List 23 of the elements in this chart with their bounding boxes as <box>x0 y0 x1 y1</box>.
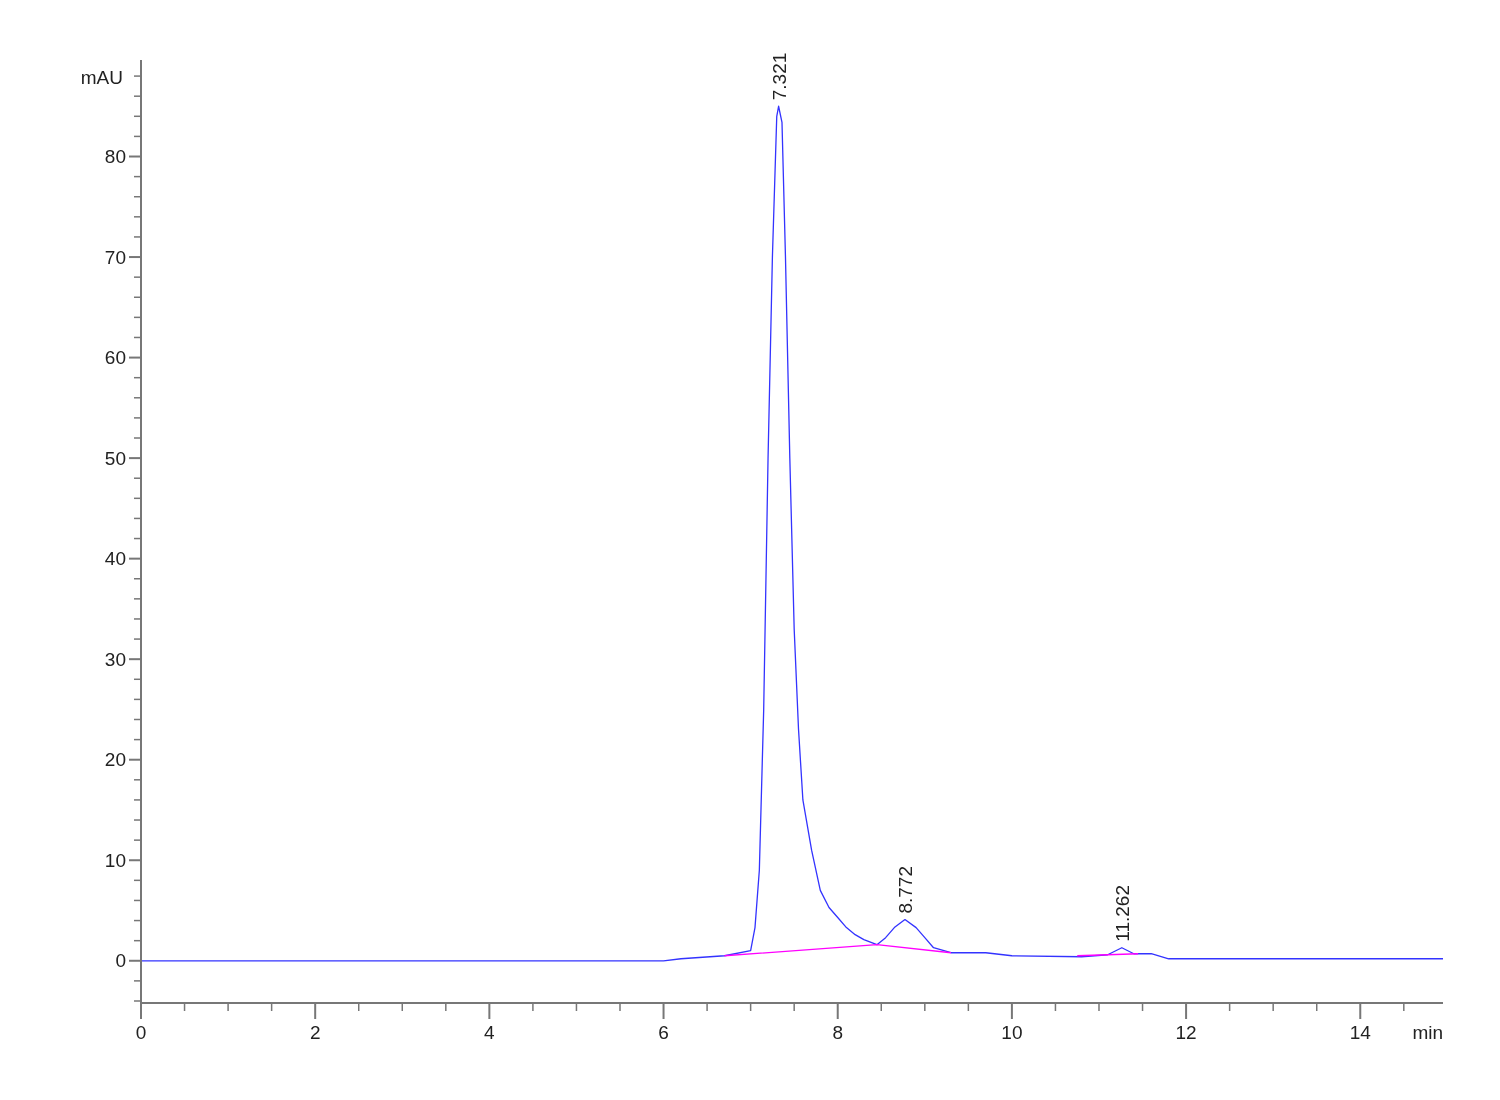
y-tick-label: 0 <box>115 950 126 972</box>
x-tick-label: 12 <box>1175 1022 1197 1043</box>
x-tick-label: 0 <box>135 1022 147 1043</box>
x-tick-label: 10 <box>1001 1022 1023 1043</box>
y-tick-label: 10 <box>104 849 126 871</box>
y-tick-label: 60 <box>104 347 126 369</box>
x-tick-label: 6 <box>658 1022 669 1043</box>
y-axis-title: mAU <box>80 66 123 88</box>
y-tick-label: 40 <box>104 548 126 570</box>
y-tick-label: 30 <box>104 648 126 670</box>
annotation: 11.262 <box>1111 885 1133 942</box>
x-axis-title: min <box>1412 1022 1443 1043</box>
annotation: 7.321 <box>768 52 790 101</box>
x-tick-label: 2 <box>309 1022 321 1043</box>
y-tick-label: 70 <box>104 246 126 268</box>
x-tick-label: 14 <box>1349 1022 1372 1043</box>
y-tick-label: 20 <box>104 749 126 771</box>
y-tick-label: 50 <box>104 447 126 469</box>
y-tick-label: 80 <box>104 146 126 168</box>
x-tick-label: 4 <box>484 1022 496 1043</box>
x-tick-label: 8 <box>832 1022 844 1043</box>
annotation: 8.772 <box>894 866 916 914</box>
line-series <box>140 105 1444 962</box>
